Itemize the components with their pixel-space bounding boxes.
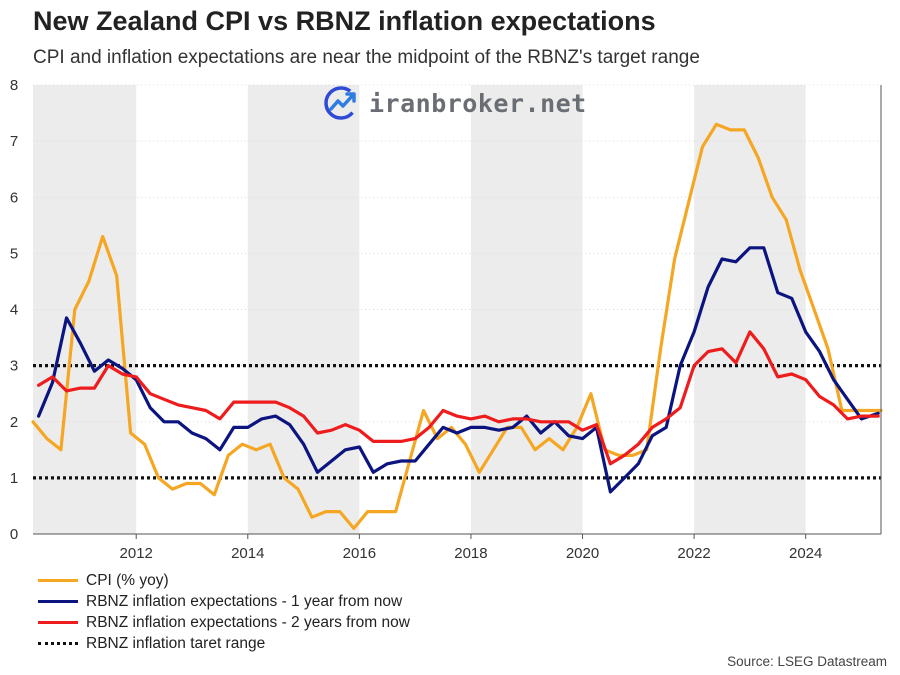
y-tick-label: 7 <box>10 133 18 150</box>
watermark: iranbroker.net <box>323 85 587 121</box>
shaded-band-1 <box>247 85 360 534</box>
legend: CPI (% yoy) RBNZ inflation expectations … <box>38 570 410 654</box>
x-tick-label: 2016 <box>343 545 376 562</box>
legend-label-two-year: RBNZ inflation expectations - 2 years fr… <box>86 613 410 631</box>
y-tick-label: 4 <box>10 302 18 319</box>
y-tick-label: 8 <box>10 77 18 94</box>
legend-swatch-cpi <box>38 579 78 582</box>
x-tick-label: 2024 <box>789 545 822 562</box>
chart-subtitle: CPI and inflation expectations are near … <box>33 47 700 68</box>
legend-swatch-target-range <box>38 642 78 645</box>
legend-item-target-range: RBNZ inflation taret range <box>38 633 410 654</box>
chart-plot: 0 1 2 3 4 5 6 7 8 2012 2014 2016 2018 2020 2022 2024 <box>10 77 883 562</box>
y-tick-label: 2 <box>10 414 18 431</box>
legend-swatch-two-year <box>38 621 78 624</box>
series-line-2 <box>36 330 880 466</box>
x-tick-label: 2020 <box>566 545 599 562</box>
y-tick-label: 5 <box>10 245 18 262</box>
watermark-text: iranbroker.net <box>369 88 587 118</box>
trend-logo-icon <box>324 86 358 120</box>
series-line-1 <box>36 246 880 494</box>
legend-item-one-year: RBNZ inflation expectations - 1 year fro… <box>38 591 410 612</box>
legend-swatch-one-year <box>38 600 78 603</box>
legend-label-one-year: RBNZ inflation expectations - 1 year fro… <box>86 592 403 610</box>
legend-item-two-year: RBNZ inflation expectations - 2 years fr… <box>38 612 410 633</box>
legend-label-target-range: RBNZ inflation taret range <box>86 634 266 652</box>
y-tick-label: 3 <box>10 358 18 375</box>
x-tick-label: 2012 <box>120 545 153 562</box>
y-tick-label: 6 <box>10 189 18 206</box>
x-tick-label: 2014 <box>231 545 264 562</box>
chart-title: New Zealand CPI vs RBNZ inflation expect… <box>33 6 656 36</box>
series-line-0 <box>31 122 883 531</box>
legend-item-cpi: CPI (% yoy) <box>38 570 410 591</box>
y-tick-label: 0 <box>10 526 18 543</box>
source-note: Source: LSEG Datastream <box>727 654 887 669</box>
legend-label-cpi: CPI (% yoy) <box>86 571 169 589</box>
x-tick-label: 2022 <box>677 545 710 562</box>
x-tick-label: 2018 <box>454 545 487 562</box>
y-tick-label: 1 <box>10 470 18 487</box>
